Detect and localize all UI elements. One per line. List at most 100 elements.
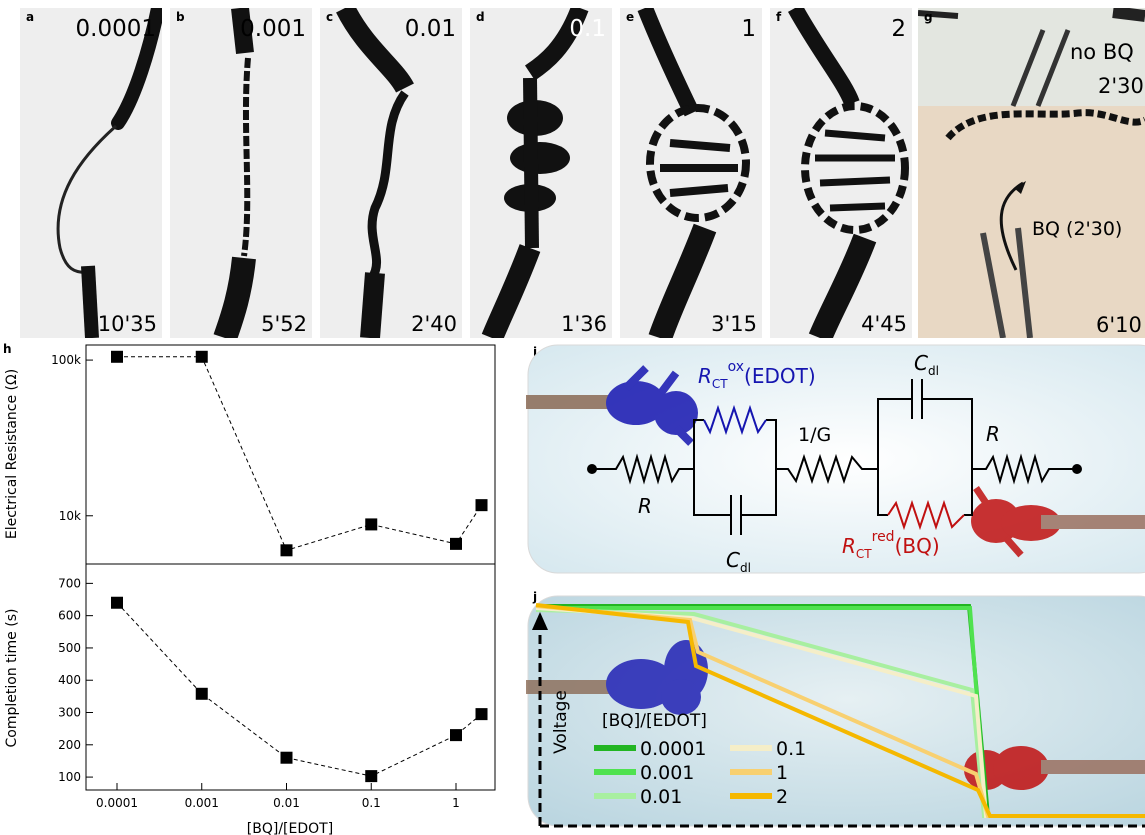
time-plot-frame [85,563,496,791]
voltage-curves [535,603,1145,818]
legend-label: 2 [776,786,788,808]
micrograph-b-image [213,8,256,338]
time-y-tick-label: 100 [58,770,81,784]
panel-label-i: i [533,345,538,359]
resistance-y-tick-label: 10k [59,509,81,523]
x-tick-label: 1 [452,796,460,810]
legend-title: [BQ]/[EDOT] [602,711,707,731]
x-tick-label: 0.0001 [96,796,138,810]
micrograph-d: d 0.1 1'36 [470,8,612,338]
micrograph-e-image [637,8,750,338]
voltage-axis-label: Voltage [551,690,571,754]
completion-time-point [365,770,378,783]
resistance-point [195,350,208,363]
time-y-tick-label: 300 [58,706,81,720]
time-y-tick-label: 200 [58,738,81,752]
time-label-f: 4'45 [861,312,907,336]
x-tick-label: 0.001 [185,796,219,810]
resistance-y-axis-label: Electrical Resistance (Ω) [4,369,20,539]
completion-time-line [116,602,482,777]
x-axis-label: [BQ]/[EDOT] [247,821,333,835]
ratio-label-e: 1 [741,16,756,42]
time-y-tick-label: 600 [58,609,81,623]
edot-electrode [526,365,698,446]
time-label-b: 5'52 [261,312,307,336]
circuit-wires [587,379,1082,535]
bq-electrode [971,486,1145,558]
x-tick-label: 0.01 [273,796,300,810]
legend-label: 0.001 [640,762,694,784]
g-top-time: 2'30 [1098,74,1144,98]
ratio-label-c: 0.01 [404,16,456,42]
time-y-tick-label: 400 [58,673,81,687]
bq-electrode-j [964,746,1145,790]
completion-time-point [450,729,462,742]
ratio-label-d: 0.1 [569,16,606,42]
edot-electrode-j [526,640,708,715]
micrograph-d-image [481,8,589,338]
micrograph-f-image [788,8,909,338]
micrograph-e: e 1 3'15 [620,8,762,338]
g-bottom-time: 6'10 [1096,313,1142,337]
voltage-axis-arrow [532,612,548,630]
panel-label-e: e [626,10,635,24]
panel-label-h: h [3,342,12,356]
resistance-point [280,544,293,557]
curve-2 [535,603,1145,818]
x-tick-label: 0.1 [362,796,381,810]
time-label-d: 1'36 [561,312,607,336]
resistance-point [111,350,123,363]
micrograph-f: f 2 4'45 [770,8,912,338]
ratio-label-f: 2 [891,16,906,42]
time-label-c: 2'40 [411,312,457,336]
micrograph-b: b 0.001 5'52 [170,8,312,338]
r-label-right: R [986,422,1000,446]
time-label-a: 10'35 [97,312,157,336]
legend-label: 0.0001 [640,738,706,760]
resistance-point [450,537,462,550]
micrograph-c-image [336,8,414,338]
time-y-ticks: 100 200 300 400 500 600 700 [58,576,93,784]
micrograph-g: g no BQ 2'30 BQ (2'30) 6'10 [918,8,1145,338]
panel-label-j: j [533,590,538,604]
completion-time-point [111,596,123,609]
one-over-g-label: 1/G [798,424,831,446]
time-y-axis-label: Completion time (s) [4,609,20,748]
cdl-label-top: Cdl [914,351,939,378]
resistance-point [475,499,488,512]
circuit-diagram: RCTox(EDOT) Cdl 1/G R R Cdl RCTred(BQ) [526,344,1145,575]
g-arrow-label: BQ (2'30) [1032,218,1123,240]
r-label-left: R [638,494,652,518]
micrograph-g-image [918,8,1145,338]
panel-label-c: c [326,10,334,24]
ratio-label-b: 0.001 [240,16,306,42]
g-top-label: no BQ [1070,40,1134,64]
x-ticks: 0.0001 0.001 0.01 0.1 1 [96,783,460,810]
ratio-label-a: 0.0001 [75,16,156,42]
panel-label-g: g [924,10,933,24]
panel-label-f: f [776,10,782,24]
panel-label-a: a [26,10,35,24]
rct-ox-label: RCTox(EDOT) [698,359,816,391]
cdl-label-bottom: Cdl [726,548,751,575]
resistance-point [365,518,378,531]
panel-label-b: b [176,10,185,24]
resistance-series [111,350,488,557]
completion-time-point [280,751,293,764]
legend-label: 1 [776,762,788,784]
micrograph-c: c 0.01 2'40 [320,8,462,338]
resistance-line [117,356,482,551]
time-y-tick-label: 500 [58,641,81,655]
panel-label-d: d [476,10,485,24]
rct-red-label: RCTred(BQ) [842,529,940,561]
completion-time-point [195,687,208,700]
resistance-plot-frame [85,344,496,565]
time-label-e: 3'15 [711,312,757,336]
completion-time-point [475,708,488,721]
resistance-y-ticks: 10k 100k [51,353,93,523]
time-series [111,596,488,783]
legend-label: 0.01 [640,786,682,808]
